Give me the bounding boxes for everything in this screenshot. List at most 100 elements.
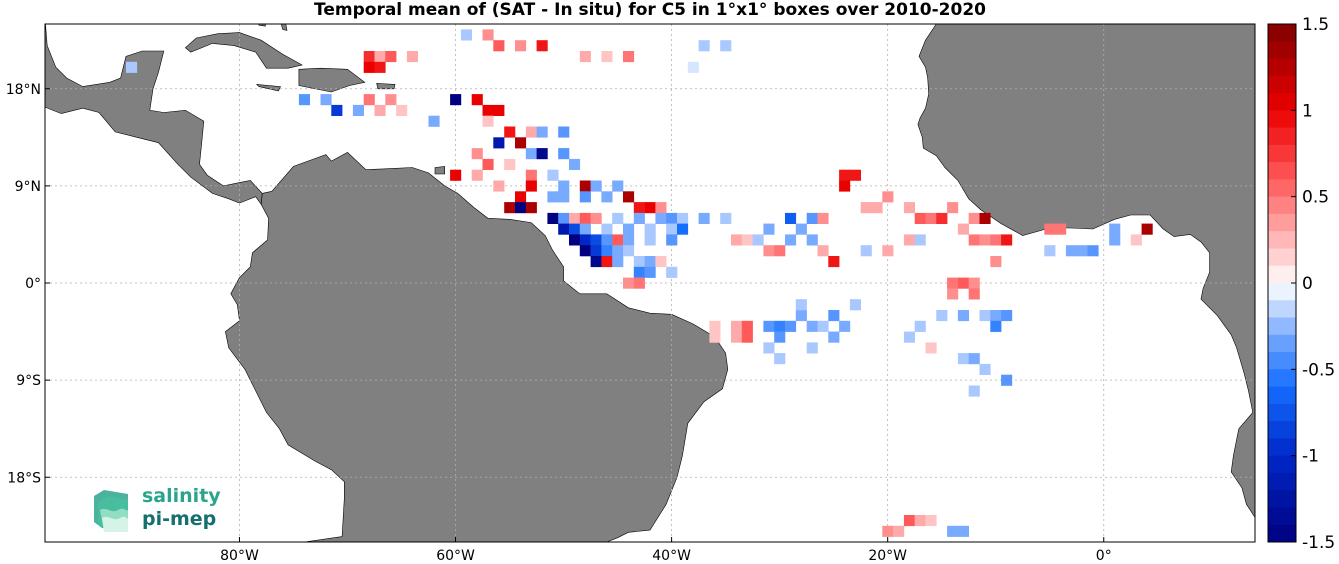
data-cell: [806, 320, 818, 332]
data-cell: [947, 525, 959, 537]
data-cell: [936, 310, 948, 322]
data-cell: [126, 61, 138, 73]
data-cell: [925, 342, 937, 354]
y-tick-label: 9°S: [16, 373, 41, 389]
data-cell: [1109, 234, 1121, 246]
data-cell: [579, 51, 591, 63]
data-cell: [893, 525, 905, 537]
data-cell: [612, 234, 624, 246]
data-cell: [569, 212, 581, 224]
data-cell: [320, 94, 332, 106]
data-cell: [612, 245, 624, 257]
colorbar-segment: [1268, 421, 1296, 439]
data-cell: [655, 212, 667, 224]
data-cell: [741, 331, 753, 343]
data-cell: [515, 40, 527, 52]
colorbar-segment: [1268, 352, 1296, 370]
data-cell: [979, 234, 991, 246]
data-cell: [612, 180, 624, 192]
colorbar-segment: [1268, 524, 1296, 543]
data-cell: [569, 223, 581, 235]
data-cell: [547, 212, 559, 224]
logo-text-pi-mep: pi-mep: [142, 508, 217, 530]
data-cell: [1055, 223, 1067, 235]
data-cell: [655, 202, 667, 214]
data-cell: [731, 234, 743, 246]
data-cell: [774, 353, 786, 365]
data-cells: [126, 29, 1153, 537]
x-tick-label: 40°W: [652, 548, 691, 564]
data-cell: [882, 525, 894, 537]
colorbar-tick-label: 1.5: [1302, 15, 1329, 35]
axis-ticks: 80°W 60°W 40°W 20°W 0° 18°N 9°N 0° 9°S 18°S: [6, 82, 1112, 564]
land-puerto-rico: [376, 83, 396, 90]
data-cell: [644, 234, 656, 246]
salinity-pi-mep-logo: [94, 490, 128, 532]
colorbar-tick-label: 1: [1302, 101, 1313, 121]
data-cell: [871, 202, 883, 214]
data-cell: [482, 158, 494, 170]
data-cell: [579, 245, 591, 257]
y-tick-label: 9°N: [15, 179, 41, 195]
data-cell: [450, 169, 462, 181]
data-cell: [903, 202, 915, 214]
colorbar-segment: [1268, 110, 1296, 128]
data-cell: [558, 126, 570, 138]
data-cell: [752, 234, 764, 246]
data-cell: [612, 256, 624, 268]
colorbar-segment: [1268, 248, 1296, 267]
x-tick-label: 0°: [1096, 548, 1112, 564]
data-cell: [839, 180, 851, 192]
data-cell: [558, 180, 570, 192]
data-cell: [979, 310, 991, 322]
data-cell: [644, 256, 656, 268]
data-cell: [374, 61, 386, 73]
data-cell: [482, 115, 494, 127]
data-cell: [515, 202, 527, 214]
data-cell: [515, 137, 527, 149]
data-cell: [590, 180, 602, 192]
colorbar-segment: [1268, 213, 1296, 232]
data-cell: [644, 223, 656, 235]
data-cell: [882, 245, 894, 257]
data-cell: [763, 320, 775, 332]
data-cell: [558, 212, 570, 224]
data-cell: [471, 148, 483, 160]
data-cell: [1065, 245, 1077, 257]
data-cell: [828, 310, 840, 322]
data-cell: [763, 223, 775, 235]
data-cell: [569, 234, 581, 246]
data-cell: [720, 212, 732, 224]
data-cell: [482, 104, 494, 116]
data-cell: [504, 158, 516, 170]
data-cell: [947, 202, 959, 214]
data-cell: [806, 342, 818, 354]
data-cell: [1076, 245, 1088, 257]
data-cell: [763, 342, 775, 354]
colorbar-segment: [1268, 127, 1296, 146]
data-cell: [806, 212, 818, 224]
data-cell: [763, 245, 775, 257]
data-cell: [590, 212, 602, 224]
colorbar-tick-label: 0: [1302, 274, 1313, 294]
data-cell: [698, 212, 710, 224]
colorbar-segment: [1268, 472, 1296, 491]
data-cell: [817, 320, 829, 332]
data-cell: [471, 169, 483, 181]
colorbar-segment: [1268, 144, 1296, 163]
data-cell: [1141, 223, 1153, 235]
data-cell: [558, 191, 570, 203]
colorbar-tick-label: 0.5: [1302, 188, 1329, 208]
colorbar-segment: [1268, 231, 1296, 249]
data-cell: [298, 94, 310, 106]
data-cell: [839, 169, 851, 181]
data-cell: [1044, 245, 1056, 257]
data-cell: [968, 353, 980, 365]
data-cell: [460, 29, 472, 41]
data-cell: [817, 212, 829, 224]
data-cell: [1001, 374, 1013, 386]
data-cell: [579, 191, 591, 203]
data-cell: [903, 331, 915, 343]
data-cell: [525, 202, 537, 214]
data-cell: [785, 320, 797, 332]
